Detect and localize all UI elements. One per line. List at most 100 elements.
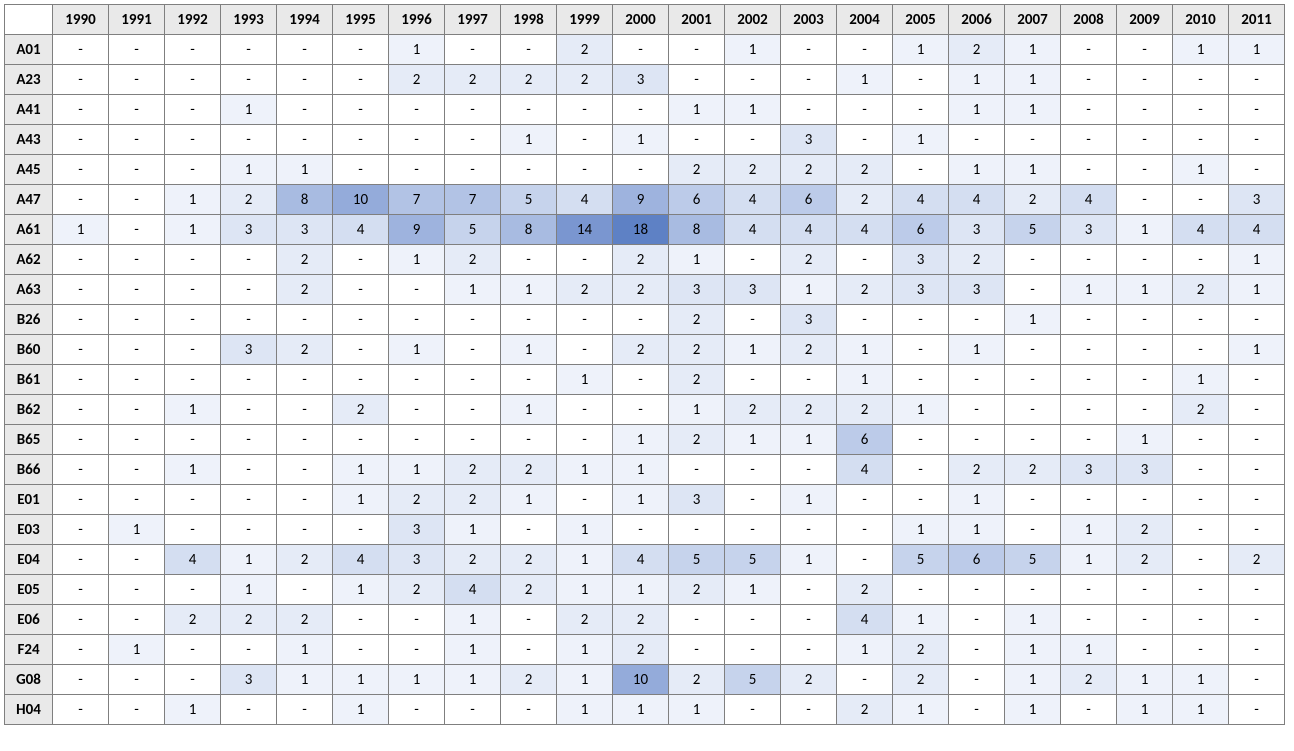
data-cell: -: [53, 515, 109, 545]
data-cell: 1: [277, 635, 333, 665]
data-cell: -: [1173, 335, 1229, 365]
data-cell: -: [669, 125, 725, 155]
data-cell: -: [165, 245, 221, 275]
data-cell: -: [669, 455, 725, 485]
data-cell: -: [333, 95, 389, 125]
data-cell: 1: [501, 395, 557, 425]
data-cell: -: [613, 515, 669, 545]
data-cell: -: [501, 95, 557, 125]
data-cell: -: [109, 35, 165, 65]
data-cell: 1: [501, 275, 557, 305]
row-header: E03: [5, 515, 53, 545]
data-cell: 2: [837, 155, 893, 185]
data-cell: -: [725, 125, 781, 155]
data-cell: 1: [725, 425, 781, 455]
data-cell: -: [949, 665, 1005, 695]
data-cell: -: [949, 395, 1005, 425]
data-cell: 2: [837, 575, 893, 605]
data-cell: 3: [669, 275, 725, 305]
data-cell: 1: [613, 695, 669, 725]
data-cell: -: [557, 155, 613, 185]
row-header: B66: [5, 455, 53, 485]
data-cell: -: [53, 395, 109, 425]
table-row: F24-1--1--1-12---12-11---: [5, 635, 1285, 665]
data-cell: -: [1061, 605, 1117, 635]
data-cell: -: [1229, 605, 1285, 635]
data-cell: -: [781, 35, 837, 65]
data-cell: 2: [613, 635, 669, 665]
data-cell: -: [221, 635, 277, 665]
data-cell: 1: [109, 635, 165, 665]
data-cell: -: [1005, 245, 1061, 275]
col-header: 1993: [221, 5, 277, 35]
data-cell: -: [221, 455, 277, 485]
data-cell: -: [893, 575, 949, 605]
data-cell: 1: [1005, 305, 1061, 335]
data-cell: -: [669, 65, 725, 95]
data-cell: 1: [389, 35, 445, 65]
data-cell: -: [613, 365, 669, 395]
table-row: E06--222--1-22---41-1----: [5, 605, 1285, 635]
data-cell: -: [389, 275, 445, 305]
table-row: G08---311112110252-2-1211-: [5, 665, 1285, 695]
table-row: B66--1--112211---4-2233--: [5, 455, 1285, 485]
data-cell: -: [949, 425, 1005, 455]
data-cell: -: [53, 185, 109, 215]
data-cell: -: [1005, 575, 1061, 605]
data-cell: -: [333, 65, 389, 95]
data-cell: -: [1229, 395, 1285, 425]
data-cell: 2: [501, 455, 557, 485]
data-cell: 1: [669, 245, 725, 275]
data-cell: 1: [165, 395, 221, 425]
data-cell: -: [109, 545, 165, 575]
data-cell: 3: [221, 665, 277, 695]
data-cell: 1: [1229, 335, 1285, 365]
col-header: 2011: [1229, 5, 1285, 35]
data-cell: 3: [389, 545, 445, 575]
data-cell: -: [53, 35, 109, 65]
data-cell: -: [333, 605, 389, 635]
data-cell: -: [1005, 335, 1061, 365]
data-cell: -: [837, 245, 893, 275]
data-cell: -: [221, 35, 277, 65]
data-cell: -: [445, 125, 501, 155]
table-row: A45---11------2222-11--1-: [5, 155, 1285, 185]
row-header: A45: [5, 155, 53, 185]
data-cell: -: [1229, 95, 1285, 125]
data-cell: -: [389, 155, 445, 185]
data-cell: -: [1229, 485, 1285, 515]
row-header: E04: [5, 545, 53, 575]
data-cell: -: [1061, 575, 1117, 605]
row-header: A23: [5, 65, 53, 95]
data-cell: 1: [165, 455, 221, 485]
data-cell: -: [837, 485, 893, 515]
data-cell: 2: [669, 335, 725, 365]
data-cell: -: [1117, 65, 1173, 95]
data-cell: -: [557, 95, 613, 125]
data-cell: 2: [613, 275, 669, 305]
data-cell: 2: [949, 35, 1005, 65]
data-cell: 1: [221, 155, 277, 185]
data-cell: 4: [445, 575, 501, 605]
data-cell: -: [53, 545, 109, 575]
data-cell: -: [221, 365, 277, 395]
data-cell: -: [389, 695, 445, 725]
heatmap-table: 1990199119921993199419951996199719981999…: [4, 4, 1285, 725]
data-cell: -: [949, 695, 1005, 725]
data-cell: -: [949, 575, 1005, 605]
data-cell: 2: [781, 335, 837, 365]
data-cell: -: [613, 35, 669, 65]
data-cell: 5: [669, 545, 725, 575]
data-cell: 3: [1229, 185, 1285, 215]
row-header: B65: [5, 425, 53, 455]
data-cell: 1: [669, 395, 725, 425]
data-cell: 5: [445, 215, 501, 245]
data-cell: 2: [1005, 455, 1061, 485]
data-cell: -: [1173, 575, 1229, 605]
data-cell: 1: [949, 485, 1005, 515]
data-cell: -: [165, 485, 221, 515]
data-cell: -: [53, 125, 109, 155]
data-cell: 2: [445, 485, 501, 515]
data-cell: -: [277, 575, 333, 605]
data-cell: 1: [1005, 665, 1061, 695]
